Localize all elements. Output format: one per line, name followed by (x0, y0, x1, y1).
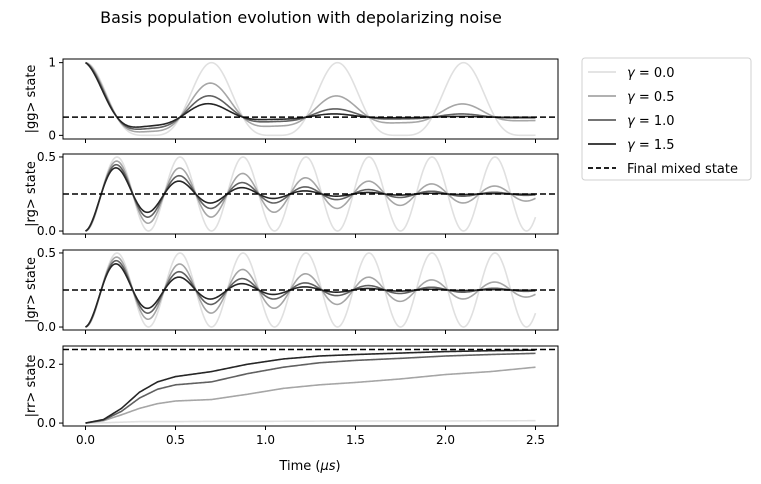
series-line-gamma-1 (85, 163, 536, 232)
legend-item: γ = 0.5 (588, 90, 675, 105)
axes-frame (62, 249, 559, 331)
legend-item: γ = 0.0 (588, 66, 675, 81)
legend-item: Final mixed state (588, 162, 738, 177)
legend-label: γ = 1.5 (627, 138, 675, 153)
series-lines (85, 349, 536, 424)
legend-label: γ = 1.0 (627, 114, 675, 129)
y-axis-label: |gr> state (24, 257, 39, 323)
y-tick-label: 0.0 (37, 320, 56, 334)
legend-box (581, 57, 752, 181)
y-axis-label: |rg> state (24, 161, 39, 227)
legend-label: Final mixed state (627, 162, 738, 177)
series-line-gamma-1-5 (85, 349, 536, 424)
panel-2: 0.0 0.5|gr> state (24, 246, 559, 334)
x-tick-label: 1.0 (256, 433, 275, 447)
legend: γ = 0.0 γ = 0.5 γ = 1.0 γ = 1.5 Final mixed … (581, 57, 752, 181)
panel-3: 0.0 0.2 0.0 0.5 1.0 1.5 2.0 2.5 |rr> state (24, 345, 559, 447)
series-line-gamma-0 (85, 252, 537, 328)
x-axis-label: Time (μs) (278, 459, 340, 474)
y-tick-label: 0.2 (37, 357, 56, 371)
x-tick-label: 2.0 (436, 433, 455, 447)
x-tick-label: 0.5 (166, 433, 185, 447)
legend-item: γ = 1.5 (588, 138, 675, 153)
legend-label: γ = 0.0 (627, 66, 675, 81)
y-tick-label: 0.0 (37, 224, 56, 238)
y-tick-label: 0.0 (37, 416, 56, 430)
x-tick-label: 2.5 (526, 433, 545, 447)
series-line-gamma-0 (85, 61, 536, 137)
series-line-gamma-0-5 (85, 160, 536, 232)
axes-frame (62, 58, 559, 140)
series-line-gamma-1-5 (85, 167, 536, 232)
series-line-gamma-1-5 (85, 263, 536, 328)
y-tick-label: 0 (48, 128, 56, 142)
y-axis-label: |gg> state (24, 65, 39, 134)
series-line-gamma-0 (85, 156, 537, 232)
axes-frame (62, 153, 559, 235)
series-line-gamma-0-5 (85, 61, 536, 133)
y-tick-label: 1 (48, 56, 56, 70)
x-tick-label: 0.0 (76, 433, 95, 447)
panel-1: 0.0 0.5|rg> state (24, 150, 559, 238)
y-axis-label: |rr> state (24, 355, 39, 418)
axes-frame (62, 345, 559, 427)
chart-title: Basis population evolution with depolari… (100, 8, 502, 27)
series-line-gamma-0-5 (85, 366, 536, 424)
series-line-gamma-1 (85, 259, 536, 328)
series-line-gamma-1 (85, 352, 536, 424)
legend-item: γ = 1.0 (588, 114, 675, 129)
y-tick-label: 0.5 (37, 150, 56, 164)
series-lines (85, 61, 536, 137)
legend-label: γ = 0.5 (627, 90, 675, 105)
series-line-gamma-0 (85, 419, 536, 424)
series-line-gamma-1 (85, 61, 536, 131)
series-line-gamma-0-5 (85, 256, 536, 328)
panel-0: 0 1 |gg> state (24, 56, 559, 143)
x-tick-label: 1.5 (346, 433, 365, 447)
y-tick-label: 0.5 (37, 246, 56, 260)
